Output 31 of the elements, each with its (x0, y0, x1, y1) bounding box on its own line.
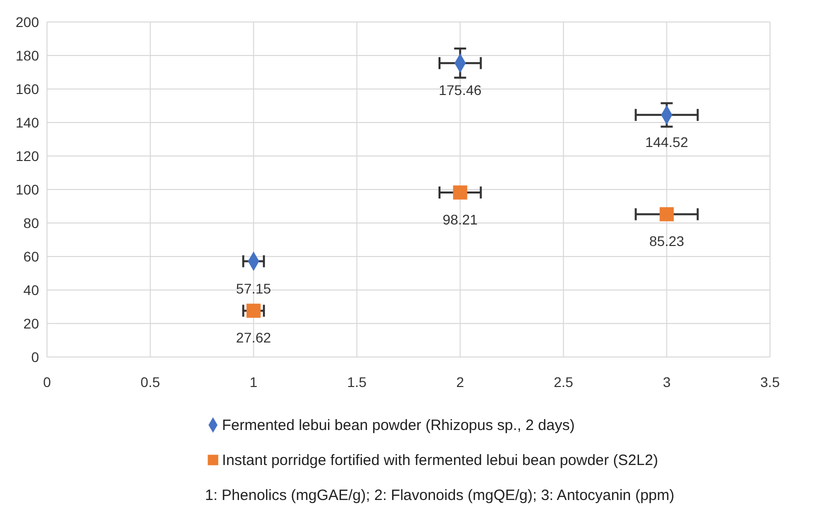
y-tick-label: 120 (16, 148, 40, 164)
data-label: 144.52 (645, 134, 688, 150)
x-tick-label: 3.5 (760, 374, 780, 390)
point (660, 207, 674, 222)
legend-label: Instant porridge fortified with fermented lebui bean powder (S2L2) (222, 452, 658, 469)
y-tick-label: 20 (23, 316, 40, 332)
y-tick-label: 140 (16, 114, 40, 130)
x-tick-label: 1.5 (347, 374, 367, 390)
y-tick-label: 80 (23, 215, 40, 231)
text: 1: Phenolics (mgGAE/g); 2: Flavonoids (mgQE/g); 3: Antocyanin (ppm) (205, 487, 674, 504)
data-label: 98.21 (442, 212, 478, 228)
x-tick-label: 0.5 (140, 374, 160, 390)
data-label: 27.62 (236, 330, 272, 346)
y-tick-label: 200 (16, 14, 40, 30)
data-label: 57.15 (236, 280, 272, 296)
x-tick-label: 3 (662, 374, 671, 390)
legend-label: Fermented lebui bean powder (Rhizopus sp., 2 days) (222, 417, 575, 434)
x-tick-label: 2 (456, 374, 464, 390)
y-tick-label: 180 (16, 48, 40, 64)
y-tick-label: 100 (16, 182, 40, 198)
x-tick-label: 2.5 (554, 374, 574, 390)
y-tick-label: 0 (31, 349, 40, 365)
y-tick-label: 160 (16, 81, 40, 97)
y-tick-label: 40 (23, 282, 40, 298)
x-tick-label: 1 (250, 374, 258, 390)
data-label: 85.23 (649, 233, 684, 250)
point (246, 304, 261, 318)
y-tick-label: 60 (23, 248, 40, 264)
x-tick-label: 0 (43, 374, 52, 390)
data-label: 175.46 (438, 82, 482, 98)
point (453, 185, 468, 200)
